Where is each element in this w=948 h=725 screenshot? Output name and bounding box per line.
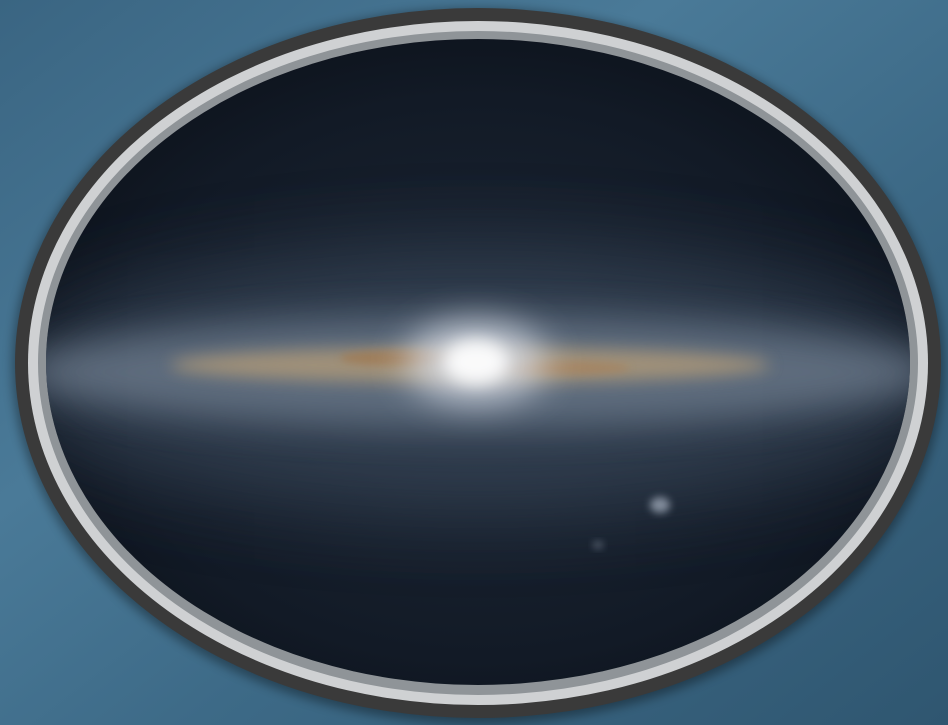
magellanic-cloud [650, 497, 670, 513]
core [444, 340, 508, 384]
magellanic-cloud [593, 541, 603, 549]
galaxy-image [46, 39, 910, 685]
